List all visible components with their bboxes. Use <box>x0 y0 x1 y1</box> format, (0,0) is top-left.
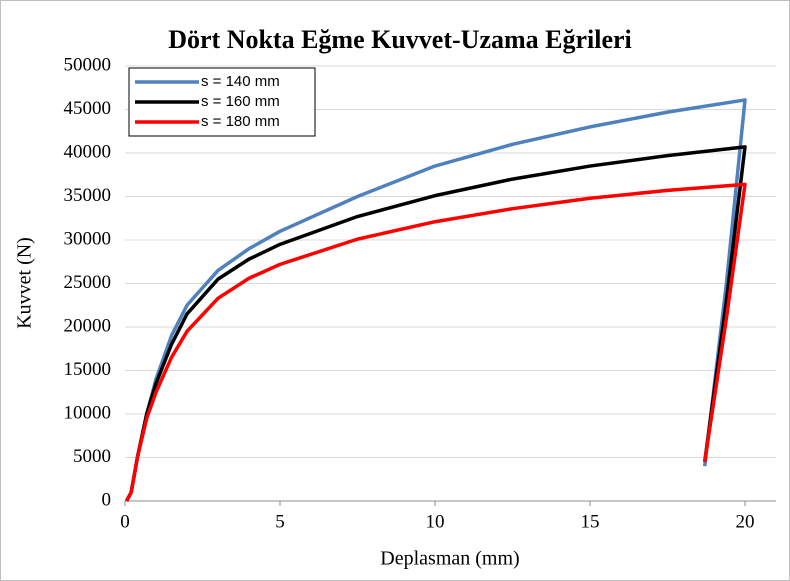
x-tick-label: 10 <box>426 511 445 532</box>
legend-label: s = 140 mm <box>201 73 280 90</box>
x-tick-label: 0 <box>120 511 130 532</box>
y-tick-label: 45000 <box>64 98 112 119</box>
legend-label: s = 180 mm <box>201 113 280 130</box>
data-line <box>125 182 747 502</box>
y-tick-label: 50000 <box>64 54 112 75</box>
y-tick-label: 5000 <box>73 446 111 467</box>
y-tick-label: 10000 <box>64 402 112 423</box>
y-tick-label: 25000 <box>64 272 112 293</box>
x-tick-label: 5 <box>275 511 285 532</box>
y-tick-label: 35000 <box>64 185 112 206</box>
y-tick-label: 15000 <box>64 359 112 380</box>
y-axis-label: Kuvvet (N) <box>14 237 36 329</box>
x-axis-label: Deplasman (mm) <box>380 548 519 570</box>
x-tick-label: 15 <box>581 511 600 532</box>
x-tick-label: 20 <box>736 511 755 532</box>
y-tick-label: 40000 <box>64 141 112 162</box>
y-tick-label: 30000 <box>64 228 112 249</box>
legend-label: s = 160 mm <box>201 93 280 110</box>
chart-title: Dört Nokta Eğme Kuvvet-Uzama Eğrileri <box>168 25 632 54</box>
y-tick-label: 0 <box>102 489 112 510</box>
y-tick-label: 20000 <box>64 315 112 336</box>
